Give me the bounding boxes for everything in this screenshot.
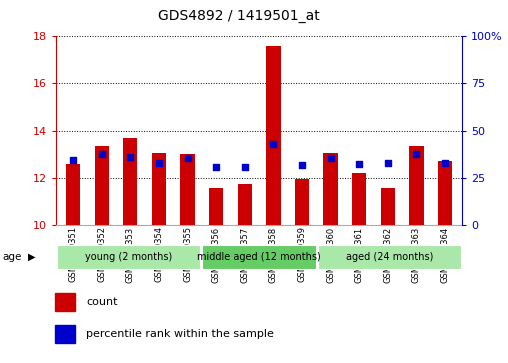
Bar [266,46,280,225]
Point [98,151,106,157]
Text: percentile rank within the sample: percentile rank within the sample [86,329,274,339]
FancyBboxPatch shape [202,245,316,269]
Bar [55,293,75,311]
Text: young (2 months): young (2 months) [85,252,172,262]
Bar [66,164,80,225]
Point [384,160,392,166]
Bar [438,161,452,225]
Bar [352,173,366,225]
Text: aged (24 months): aged (24 months) [346,252,433,262]
FancyBboxPatch shape [318,245,461,269]
Point [327,155,335,161]
Bar [324,153,338,225]
Point [212,164,220,170]
Bar [94,146,109,225]
Bar [152,153,166,225]
Bar [180,154,195,225]
Bar [123,138,138,225]
Point [412,151,421,157]
Bar [238,184,252,225]
Point [183,155,192,161]
Text: ▶: ▶ [28,252,36,262]
Point [269,141,277,147]
Point [69,157,77,163]
Bar [409,146,424,225]
Bar [295,179,309,225]
Bar [55,325,75,343]
Text: count: count [86,297,117,307]
Text: middle aged (12 months): middle aged (12 months) [197,252,321,262]
Point [355,161,363,167]
Point [441,160,449,166]
Point [126,154,134,160]
Text: GDS4892 / 1419501_at: GDS4892 / 1419501_at [158,9,320,23]
Point [155,160,163,166]
Text: age: age [3,252,22,262]
FancyBboxPatch shape [57,245,200,269]
Point [241,164,249,170]
Bar [209,188,224,225]
Bar [380,188,395,225]
Point [298,162,306,168]
